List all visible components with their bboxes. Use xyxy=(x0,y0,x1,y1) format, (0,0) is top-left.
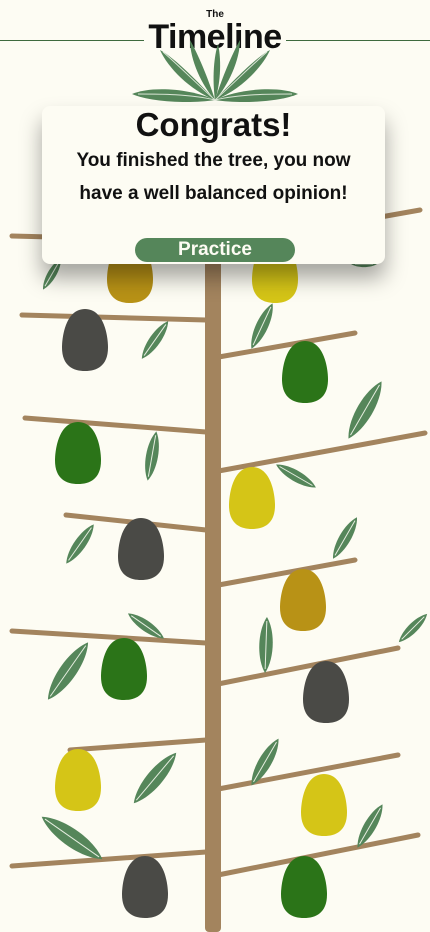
leaf-icon xyxy=(47,642,89,700)
branch xyxy=(67,737,209,753)
leaf-icon xyxy=(251,738,279,786)
header-subtitle: The xyxy=(206,9,224,20)
branch xyxy=(210,832,421,879)
tree-leaves xyxy=(41,258,428,860)
branch xyxy=(210,330,358,361)
leaf-icon xyxy=(398,613,428,643)
fruit-green xyxy=(55,422,101,484)
leaf-icon xyxy=(141,321,169,359)
app-title: Timeline xyxy=(0,18,430,57)
tree-branches xyxy=(9,207,428,879)
fruit-dark-gray xyxy=(62,309,108,371)
fruit-dark-gray xyxy=(303,661,349,723)
leaf-icon xyxy=(251,303,273,349)
modal-message: You finished the tree, you now have a we… xyxy=(76,150,351,204)
branch xyxy=(9,849,209,869)
modal-title: Congrats! xyxy=(135,106,292,143)
leaf-icon xyxy=(66,524,94,564)
congrats-modal xyxy=(42,106,385,264)
leaf-icon xyxy=(145,431,159,481)
fruit-dark-gray xyxy=(118,518,164,580)
tree-fruits xyxy=(55,241,349,918)
logo-leaves-icon xyxy=(132,40,298,102)
fruit-yellow xyxy=(55,749,101,811)
app-header: The Timeline xyxy=(0,0,430,102)
leaf-icon xyxy=(357,804,383,848)
leaf-icon xyxy=(41,816,103,860)
fruit-yellow xyxy=(301,774,347,836)
branch xyxy=(9,628,209,646)
leaf-icon xyxy=(348,381,382,439)
branch xyxy=(210,752,401,793)
branch xyxy=(210,430,428,475)
tree-trunk xyxy=(205,255,221,932)
fruit-yellow xyxy=(229,467,275,529)
fruit-green xyxy=(282,341,328,403)
leaf-icon xyxy=(332,517,358,559)
branch xyxy=(19,312,209,323)
fruit-green xyxy=(101,638,147,700)
fruit-gold xyxy=(280,569,326,631)
branch xyxy=(22,415,209,435)
leaf-icon xyxy=(276,464,316,488)
app-title-text: Timeline xyxy=(144,18,286,56)
fruit-dark-gray xyxy=(122,856,168,918)
leaf-icon xyxy=(133,752,177,804)
leaf-icon xyxy=(42,258,62,290)
practice-button[interactable]: Practice xyxy=(135,238,295,262)
leaf-icon xyxy=(259,617,273,673)
branch xyxy=(210,557,358,589)
fruit-green xyxy=(281,856,327,918)
leaf-icon xyxy=(127,613,165,639)
branch xyxy=(210,645,401,688)
